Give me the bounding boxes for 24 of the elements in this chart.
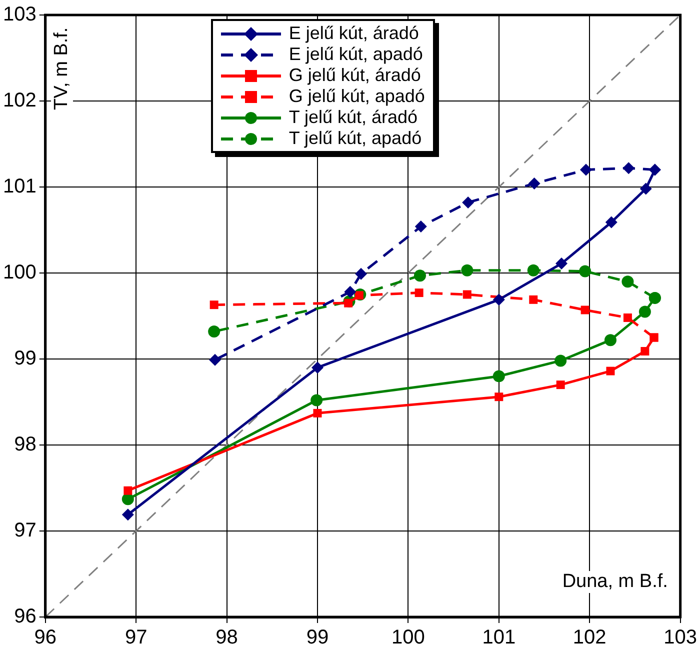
- legend-label: T jelű kút, apadó: [288, 128, 422, 149]
- y-tick-label: 103: [2, 4, 36, 26]
- x-tick-label: 98: [216, 626, 238, 649]
- x-tick-label: 101: [482, 626, 516, 649]
- legend-label: G jelű kút, apadó: [288, 86, 425, 107]
- x-axis-title: Duna, m B.f.: [560, 571, 670, 593]
- y-tick-label: 98: [14, 434, 36, 456]
- y-axis-title: TV, m B.f.: [51, 25, 74, 112]
- y-tick-label: 96: [14, 606, 36, 628]
- legend-label: E jelű kút, apadó: [288, 44, 423, 65]
- x-tick-label: 99: [306, 626, 329, 649]
- legend-label: G jelű kút, áradó: [288, 65, 421, 86]
- y-tick-label: 97: [14, 520, 36, 542]
- legend-label: E jelű kút, áradó: [288, 23, 419, 44]
- x-tick-label: 103: [664, 626, 698, 649]
- y-tick-label: 99: [14, 348, 36, 370]
- y-tick-label: 102: [2, 90, 36, 112]
- y-tick-label: 101: [2, 176, 36, 198]
- legend-label: T jelű kút, áradó: [288, 107, 418, 128]
- x-tick-label: 100: [392, 626, 425, 649]
- x-tick-label: 102: [572, 626, 606, 649]
- x-tick-label: 97: [124, 626, 148, 649]
- x-tick-label: 96: [34, 626, 56, 649]
- y-tick-label: 100: [2, 262, 36, 284]
